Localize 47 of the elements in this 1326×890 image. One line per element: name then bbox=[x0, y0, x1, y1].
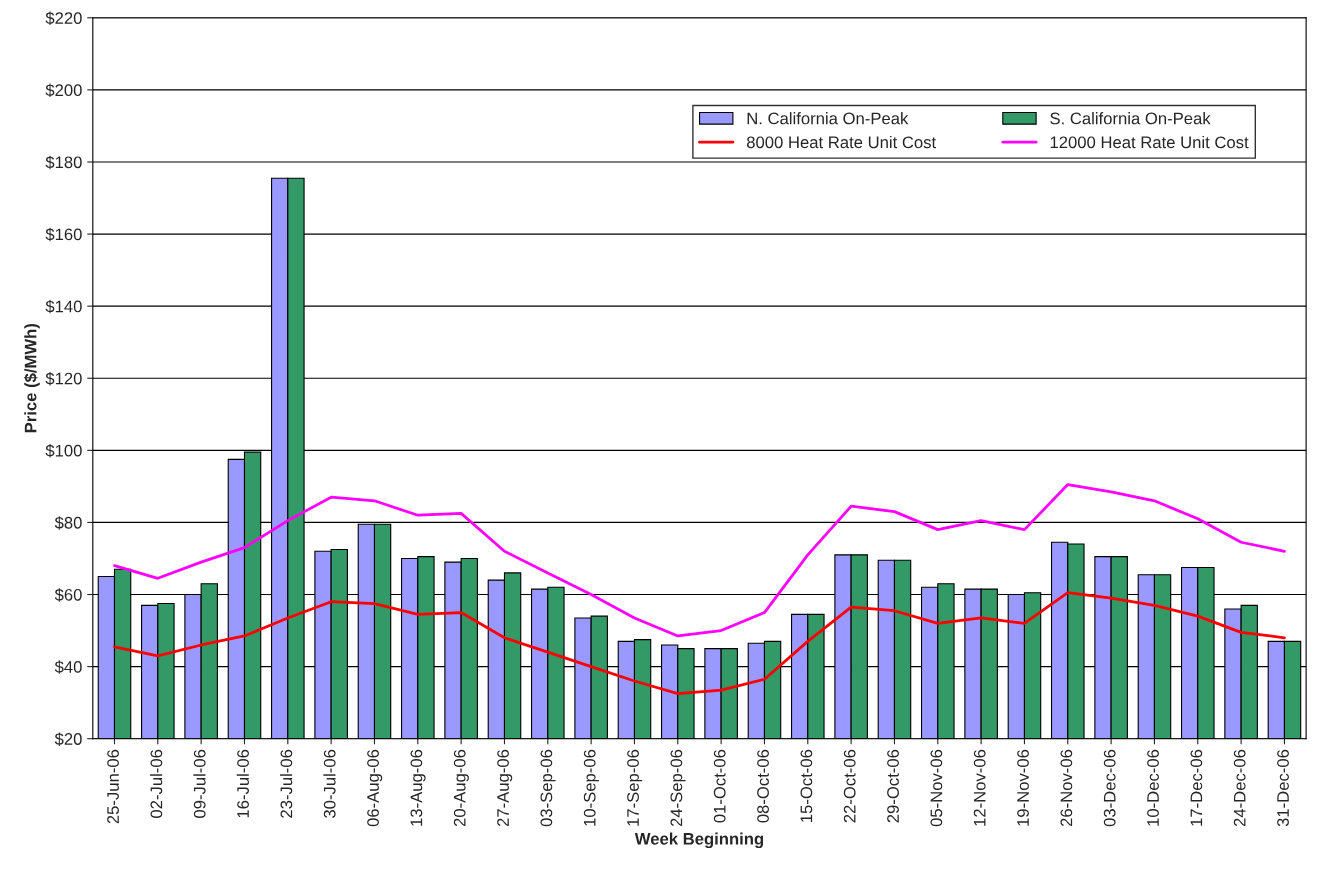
x-tick-label: 01-Oct-06 bbox=[713, 749, 726, 823]
x-tick-label: 25-Jun-06 bbox=[107, 749, 119, 824]
x-tick-label: 10-Dec-06 bbox=[1147, 749, 1159, 826]
y-tick-label: $180 bbox=[45, 155, 82, 170]
x-tick-label: 03-Sep-06 bbox=[540, 749, 556, 827]
legend-label: 8000 Heat Rate Unit Cost bbox=[746, 135, 937, 149]
line-series bbox=[113, 591, 1286, 696]
x-tick-label: 08-Oct-06 bbox=[757, 749, 769, 823]
x-tick-label: 12-Nov-06 bbox=[973, 749, 986, 826]
x-tick-label: 17-Dec-06 bbox=[1190, 749, 1203, 826]
x-tick-label: 09-Jul-06 bbox=[193, 749, 206, 818]
x-tick-label: 23-Jul-06 bbox=[280, 749, 293, 818]
x-tick-label: 17-Sep-06 bbox=[627, 749, 643, 826]
x-tick-label: 16-Jul-06 bbox=[236, 749, 249, 818]
x-tick-label: 24-Dec-06 bbox=[1233, 749, 1246, 827]
x-tick-label: 02-Jul-06 bbox=[150, 749, 163, 818]
x-tick-label: 31-Dec-06 bbox=[1277, 749, 1289, 827]
y-tick-label: $200 bbox=[45, 83, 82, 98]
x-tick-label: 05-Nov-06 bbox=[930, 749, 943, 827]
x-tick-label: 13-Aug-06 bbox=[410, 749, 426, 826]
y-tick-label: $160 bbox=[45, 227, 82, 242]
x-axis-title: Week Beginning bbox=[634, 832, 764, 849]
y-tick-label: $80 bbox=[54, 516, 82, 530]
x-tick-label: 29-Oct-06 bbox=[887, 749, 899, 823]
y-axis-title: Price ($/MWh) bbox=[23, 323, 40, 433]
x-tick-label: 20-Aug-06 bbox=[453, 749, 469, 827]
legend-label: N. California On-Peak bbox=[747, 112, 909, 125]
x-tick-label: 06-Aug-06 bbox=[367, 749, 383, 827]
x-tick-label: 30-Jul-06 bbox=[323, 749, 336, 818]
y-tick-label: $220 bbox=[45, 11, 82, 25]
x-tick-label: 10-Sep-06 bbox=[583, 749, 599, 826]
y-tick-label: $60 bbox=[54, 588, 82, 602]
x-tick-label: 15-Oct-06 bbox=[800, 749, 813, 822]
x-tick-label: 03-Dec-06 bbox=[1103, 749, 1116, 827]
x-tick-label: 22-Oct-06 bbox=[843, 749, 856, 823]
y-tick-label: $140 bbox=[45, 299, 82, 314]
line-series bbox=[113, 483, 1286, 638]
y-tick-label: $120 bbox=[45, 371, 82, 386]
x-tick-label: 27-Aug-06 bbox=[497, 749, 513, 827]
y-tick-label: $100 bbox=[45, 444, 82, 458]
x-tick-label: 26-Nov-06 bbox=[1060, 749, 1073, 827]
y-tick-label: $20 bbox=[54, 732, 82, 746]
legend-label: S. California On-Peak bbox=[1050, 112, 1211, 125]
x-tick-label: 24-Sep-06 bbox=[670, 749, 686, 827]
x-tick-label: 19-Nov-06 bbox=[1017, 749, 1029, 826]
legend-label: 12000 Heat Rate Unit Cost bbox=[1050, 135, 1249, 149]
y-tick-label: $40 bbox=[54, 660, 82, 674]
